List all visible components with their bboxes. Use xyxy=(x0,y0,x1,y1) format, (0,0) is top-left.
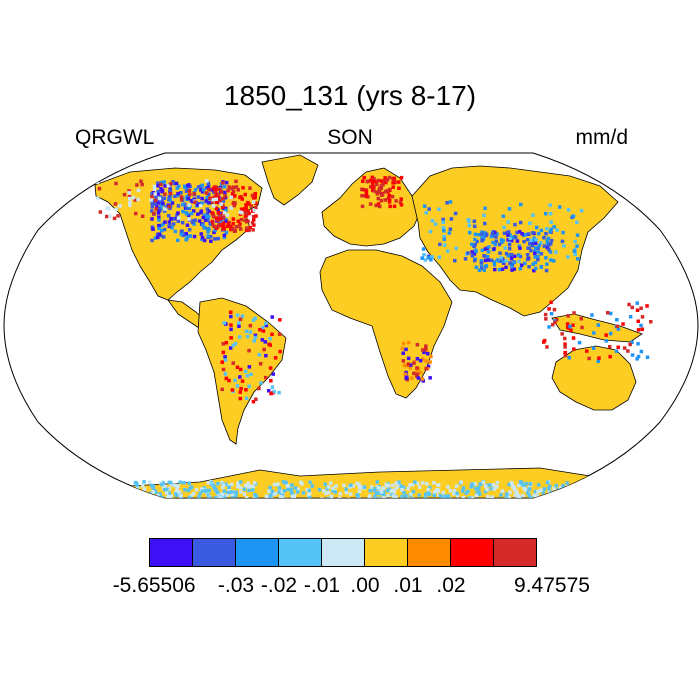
colorbar-tick-label: -.03 xyxy=(217,574,255,597)
colorbar-swatch xyxy=(321,538,365,567)
colorbar-tick-label: -.01 xyxy=(303,574,341,597)
colorbar-tick-label: .01 xyxy=(393,574,423,597)
units-label: mm/d xyxy=(575,126,629,149)
australia xyxy=(551,345,637,411)
colorbar-tick-label: -5.65506 xyxy=(112,574,196,597)
asia xyxy=(411,165,619,317)
colorbar-swatch xyxy=(149,538,193,567)
colorbar-swatch xyxy=(235,538,279,567)
colorbar-swatch xyxy=(407,538,451,567)
season-label: SON xyxy=(327,126,373,149)
colorbar xyxy=(149,538,537,568)
colorbar-swatch xyxy=(493,538,537,567)
variable-label: QRGWL xyxy=(75,126,155,149)
colorbar-tick-label: .00 xyxy=(350,574,380,597)
colorbar-tick-label: -.02 xyxy=(260,574,298,597)
greenland xyxy=(261,154,319,206)
colorbar-tick-label: 9.47575 xyxy=(514,574,590,597)
colorbar-swatch xyxy=(192,538,236,567)
map-title: 1850_131 (yrs 8-17) xyxy=(223,80,477,111)
colorbar-swatch xyxy=(278,538,322,567)
colorbar-swatch xyxy=(450,538,494,567)
colorbar-tick-label: .02 xyxy=(436,574,466,597)
colorbar-swatch xyxy=(364,538,408,567)
